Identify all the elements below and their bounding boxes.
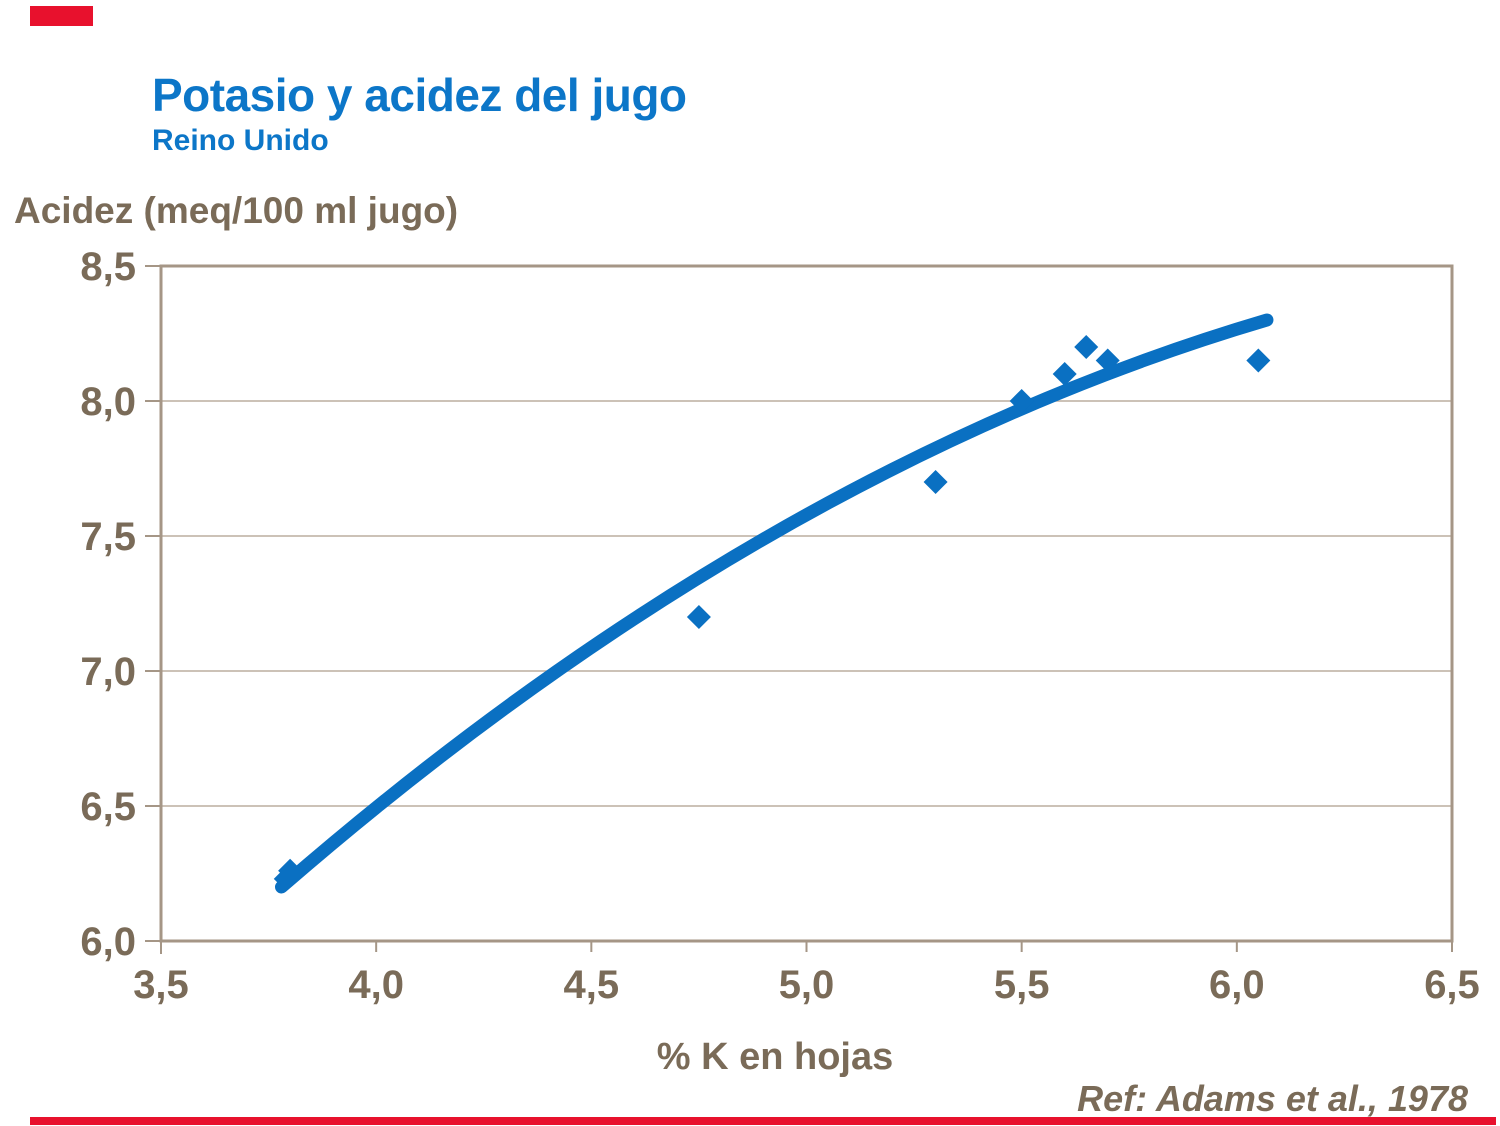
- x-tick-label: 6,5: [1424, 963, 1480, 1007]
- source-reference: Ref: Adams et al., 1978: [1077, 1078, 1468, 1119]
- scatter-point: [1074, 335, 1099, 359]
- y-tick-label: 7,5: [80, 515, 136, 559]
- x-tick-label: 4,5: [564, 963, 620, 1007]
- y-tick-label: 6,5: [80, 785, 136, 829]
- scatter-point: [1095, 348, 1120, 373]
- scatter-point: [273, 866, 298, 891]
- chart-title: Potasio y acidez del jugo: [152, 69, 687, 121]
- scatter-point: [686, 605, 711, 629]
- x-tick-label: 5,5: [994, 963, 1050, 1007]
- y-tick-label: 7,0: [80, 650, 136, 694]
- scatter-point: [1009, 389, 1034, 413]
- red-corner-decoration: [30, 6, 93, 26]
- y-tick-label: 8,5: [80, 245, 136, 289]
- scatter-point: [923, 470, 948, 494]
- x-axis-label: % K en hojas: [656, 1036, 894, 1078]
- y-tick-label: 6,0: [80, 920, 136, 964]
- x-tick-label: 6,0: [1209, 963, 1265, 1007]
- scatter-point: [1246, 348, 1271, 373]
- x-tick-label: 5,0: [779, 963, 835, 1007]
- y-tick-label: 8,0: [80, 380, 136, 424]
- x-tick-label: 4,0: [348, 963, 404, 1007]
- chart-subtitle: Reino Unido: [152, 124, 329, 157]
- trend-line: [274, 313, 1274, 894]
- y-axis-label: Acidez (meq/100 ml jugo): [14, 190, 459, 231]
- x-tick-label: 3,5: [133, 963, 189, 1007]
- red-bottom-bar: [30, 1117, 1496, 1125]
- scatter-point: [1052, 362, 1077, 386]
